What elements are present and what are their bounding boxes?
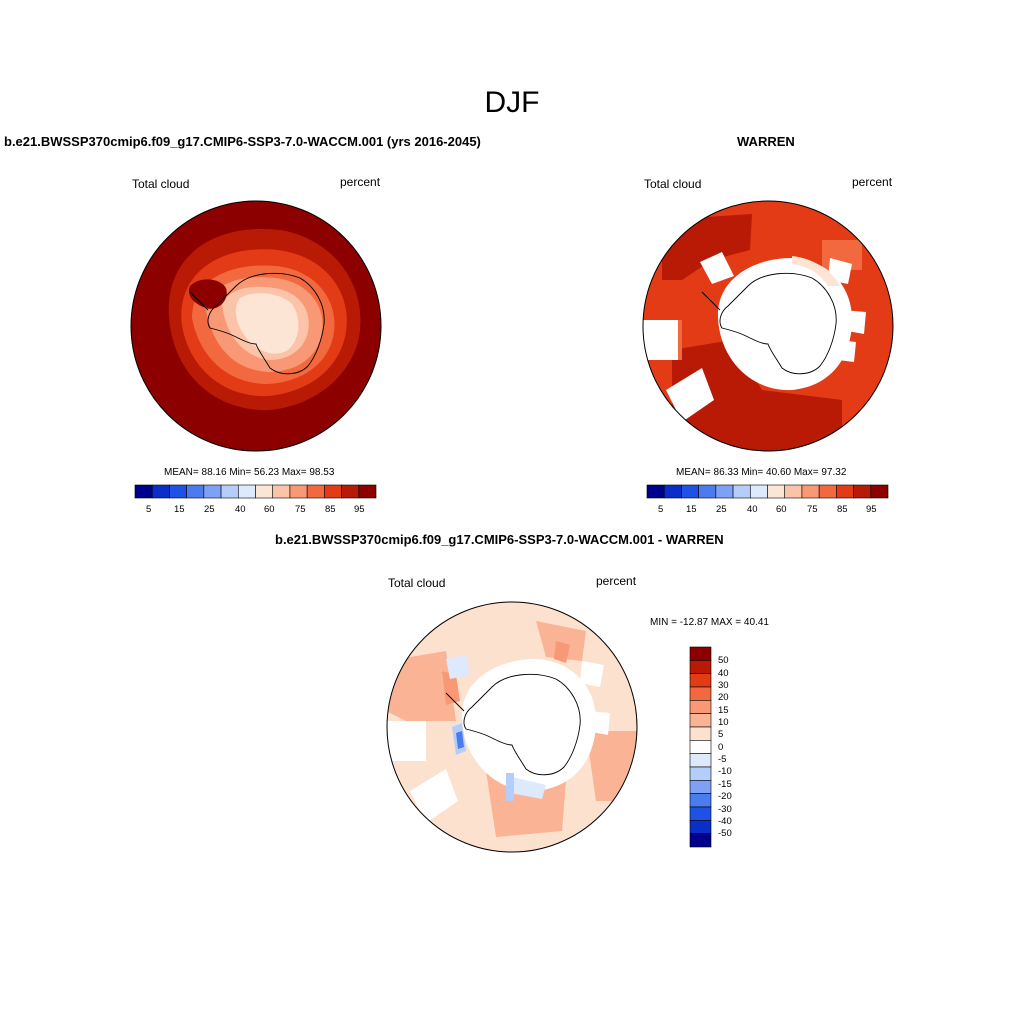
- colorbar-swatch: [203, 484, 222, 499]
- panel-2-colorbar-tick: 85: [837, 504, 848, 515]
- colorbar-swatch: [689, 820, 712, 834]
- panel-1-colorbar-tick: 75: [295, 504, 306, 515]
- panel-3-colorbar-tick: -20: [718, 791, 732, 802]
- panel-3-title: b.e21.BWSSP370cmip6.f09_g17.CMIP6-SSP3-7…: [275, 532, 724, 547]
- colorbar-swatch: [818, 484, 837, 499]
- panel-1-stats: MEAN= 88.16 Min= 56.23 Max= 98.53: [164, 467, 335, 478]
- colorbar-swatch: [689, 713, 712, 728]
- panel-2-units-label: percent: [852, 175, 893, 189]
- colorbar-swatch: [689, 646, 712, 661]
- colorbar-swatch: [749, 484, 768, 499]
- panel-1-title: b.e21.BWSSP370cmip6.f09_g17.CMIP6-SSP3-7…: [4, 134, 481, 149]
- colorbar-swatch: [836, 484, 854, 499]
- panel-3-variable-label: Total cloud: [388, 576, 446, 590]
- colorbar-swatch: [689, 686, 712, 701]
- panel-3-colorbar-tick: -15: [718, 779, 732, 790]
- colorbar-swatch: [134, 484, 153, 499]
- colorbar-swatch: [767, 484, 786, 499]
- colorbar-swatch: [689, 740, 712, 754]
- panel-3-units-label: percent: [596, 574, 637, 588]
- colorbar-swatch: [689, 660, 712, 674]
- panel-3-stats: MIN = -12.87 MAX = 40.41: [650, 617, 769, 628]
- panel-3-colorbar-tick: 0: [718, 742, 724, 753]
- panel-2-colorbar-tick: 15: [686, 504, 697, 515]
- panel-2-colorbar-tick: 40: [747, 504, 758, 515]
- colorbar-swatch: [358, 484, 377, 499]
- colorbar-swatch: [853, 484, 872, 499]
- colorbar-swatch: [801, 484, 820, 499]
- colorbar-swatch: [237, 484, 256, 499]
- panel-2-colorbar-tick: 75: [807, 504, 818, 515]
- panel-1-colorbar-tick: 5: [146, 504, 152, 515]
- colorbar-swatch: [186, 484, 205, 499]
- panel-3-colorbar-tick: 50: [718, 655, 729, 666]
- colorbar-swatch: [870, 484, 889, 499]
- panel-3-colorbar-tick: 5: [718, 729, 724, 740]
- colorbar-swatch: [689, 673, 712, 688]
- panel-2-map: [642, 200, 894, 452]
- panel-2-title: WARREN: [737, 134, 795, 149]
- figure-title: DJF: [484, 86, 540, 119]
- panel-3-colorbar: [689, 646, 712, 848]
- colorbar-swatch: [151, 484, 170, 499]
- colorbar-swatch: [698, 484, 717, 499]
- colorbar-swatch: [646, 484, 665, 499]
- panel-1-colorbar-tick: 25: [204, 504, 215, 515]
- panel-3-map: [386, 601, 638, 853]
- colorbar-swatch: [272, 484, 291, 499]
- colorbar-swatch: [663, 484, 682, 499]
- colorbar-swatch: [689, 833, 712, 848]
- panel-3-colorbar-tick: -50: [718, 828, 732, 839]
- colorbar-swatch: [689, 766, 712, 781]
- colorbar-swatch: [689, 726, 712, 741]
- panel-1-colorbar-tick: 95: [354, 504, 365, 515]
- panel-2-colorbar-tick: 5: [658, 504, 664, 515]
- colorbar-swatch: [715, 484, 734, 499]
- colorbar-swatch: [681, 484, 699, 499]
- panel-3-colorbar-tick: 20: [718, 692, 729, 703]
- panel-2-colorbar-tick: 25: [716, 504, 727, 515]
- panel-3-colorbar-tick: 15: [718, 705, 729, 716]
- panel-2-colorbar: [646, 484, 889, 499]
- panel-3-colorbar-tick: -30: [718, 804, 732, 815]
- panel-1-variable-label: Total cloud: [132, 177, 190, 191]
- panel-1-colorbar-tick: 15: [174, 504, 185, 515]
- colorbar-swatch: [689, 793, 712, 808]
- colorbar-swatch: [255, 484, 274, 499]
- panel-3-colorbar-tick: 40: [718, 668, 729, 679]
- colorbar-swatch: [341, 484, 360, 499]
- colorbar-swatch: [689, 753, 712, 768]
- panel-2-colorbar-tick: 60: [776, 504, 787, 515]
- panel-3-colorbar-tick: -5: [718, 754, 727, 765]
- panel-1-units-label: percent: [340, 175, 381, 189]
- panel-3-colorbar-tick: 30: [718, 680, 729, 691]
- panel-1-colorbar-tick: 60: [264, 504, 275, 515]
- panel-3-colorbar-tick: -40: [718, 816, 732, 827]
- colorbar-swatch: [784, 484, 803, 499]
- panel-1-colorbar-tick: 40: [235, 504, 246, 515]
- panel-2-variable-label: Total cloud: [644, 177, 702, 191]
- colorbar-swatch: [689, 780, 712, 794]
- panel-2-colorbar-tick: 95: [866, 504, 877, 515]
- panel-1-colorbar-tick: 85: [325, 504, 336, 515]
- colorbar-swatch: [732, 484, 751, 499]
- colorbar-swatch: [306, 484, 325, 499]
- panel-2-stats: MEAN= 86.33 Min= 40.60 Max= 97.32: [676, 467, 847, 478]
- panel-3-colorbar-tick: 10: [718, 717, 729, 728]
- panel-3-colorbar-tick: -10: [718, 766, 732, 777]
- colorbar-swatch: [289, 484, 308, 499]
- colorbar-swatch: [169, 484, 187, 499]
- colorbar-swatch: [220, 484, 239, 499]
- colorbar-swatch: [689, 806, 712, 821]
- panel-1-colorbar: [134, 484, 377, 499]
- colorbar-swatch: [689, 700, 712, 714]
- panel-1-map: [130, 200, 382, 452]
- colorbar-swatch: [324, 484, 342, 499]
